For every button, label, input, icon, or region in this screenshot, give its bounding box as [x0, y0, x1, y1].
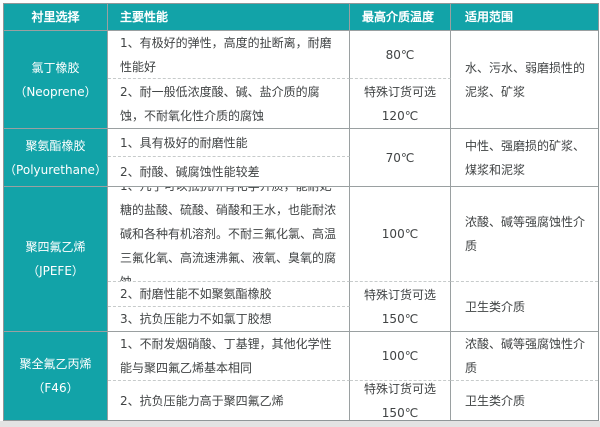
- performance-cell: 1、具有极好的耐磨性能: [108, 129, 350, 157]
- material-name: 聚四氟乙烯: [25, 240, 86, 254]
- range-cell: 浓酸、碱等强腐蚀性介质: [451, 187, 598, 282]
- performance-cell: 1、几乎可以抵抗所有化学介质，能耐妃糖的盐酸、硫酸、硝酸和王水，也能耐浓碱和各种…: [108, 187, 350, 282]
- performance-cell: 2、耐酸、碱腐蚀性能较差: [108, 157, 350, 187]
- max-temp-cell: 80℃: [350, 31, 451, 79]
- material-name-en: （Polyurethane）: [4, 162, 107, 177]
- range-cell: 卫生类介质: [451, 381, 598, 420]
- performance-cell: 2、耐一般低浓度酸、碱、盐介质的腐蚀，不耐氧化性介质的腐蚀: [108, 79, 350, 129]
- material-name: 氯丁橡胶: [31, 60, 80, 75]
- range-cell: 浓酸、碱等强腐蚀性介质: [451, 332, 598, 381]
- material-cell: 聚全氟乙丙烯 （F46）: [4, 332, 108, 420]
- performance-cell: 2、抗负压能力高于聚四氟乙烯: [108, 381, 350, 420]
- material-name: 聚全氟乙丙烯: [19, 357, 92, 371]
- max-temp-cell: 特殊订货可选 120℃: [350, 79, 451, 129]
- material-cell: 聚氨酯橡胶 （Polyurethane）: [4, 129, 108, 187]
- performance-cell: 1、有极好的弹性，高度的扯断离，耐磨性能好: [108, 31, 350, 79]
- material-name: 聚氨酯橡胶: [25, 138, 86, 153]
- max-temp-cell: 70℃: [350, 129, 451, 187]
- column-header-lining: 衬里选择: [4, 4, 108, 31]
- performance-cell: 1、不耐发烟硝酸、丁基锂，其他化学性能与聚四氟乙烯基本相同: [108, 332, 350, 381]
- material-name-en: （Neoprene）: [14, 84, 97, 99]
- range-cell: 中性、强磨损的矿浆、煤浆和泥浆: [451, 129, 598, 187]
- max-temp-cell: 特殊订货可选 150℃: [350, 381, 451, 420]
- page-bottom-strip: [0, 421, 600, 427]
- performance-cell: 3、抗负压能力不如氯丁胶想: [108, 307, 350, 332]
- material-name-en: （F46）: [32, 381, 79, 395]
- max-temp-cell: 100℃: [350, 187, 451, 282]
- material-cell: 氯丁橡胶 （Neoprene）: [4, 31, 108, 129]
- material-name-en: （JPEFE）: [27, 264, 84, 278]
- column-header-performance: 主要性能: [108, 4, 350, 31]
- column-header-max-temp: 最高介质温度: [350, 4, 451, 31]
- column-header-range: 适用范围: [451, 4, 598, 31]
- range-cell: 水、污水、弱磨损性的泥浆、矿浆: [451, 31, 598, 129]
- range-cell: 卫生类介质: [451, 282, 598, 332]
- material-cell: 聚四氟乙烯 （JPEFE）: [4, 187, 108, 332]
- max-temp-cell: 100℃: [350, 332, 451, 381]
- lining-selection-table: 衬里选择 主要性能 最高介质温度 适用范围 氯丁橡胶 （Neoprene） 1、有极…: [3, 3, 599, 421]
- max-temp-cell: 特殊订货可选 150℃: [350, 282, 451, 332]
- performance-cell: 2、耐磨性能不如聚氨酯橡胶: [108, 282, 350, 307]
